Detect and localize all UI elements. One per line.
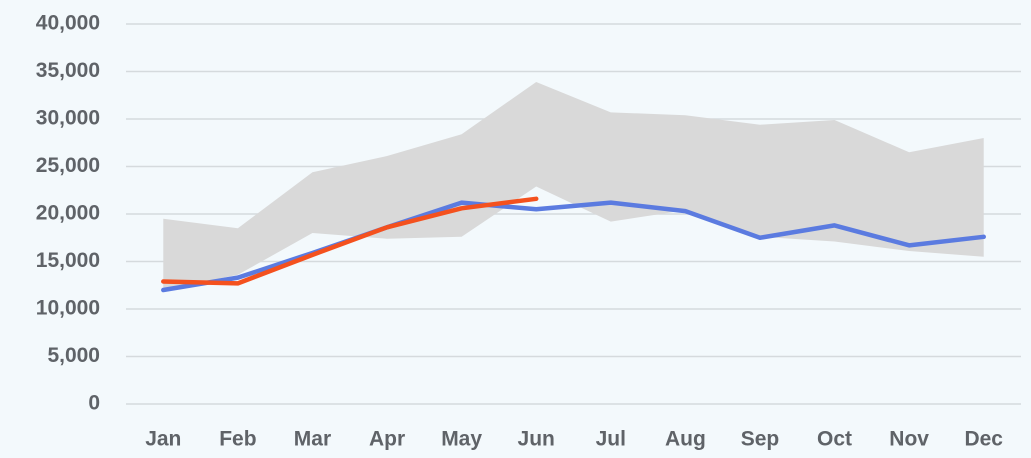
- x-tick-label: Oct: [817, 428, 852, 451]
- x-tick-label: Mar: [294, 428, 331, 451]
- x-tick-label: Dec: [964, 428, 1003, 451]
- y-tick-label: 10,000: [36, 297, 100, 320]
- y-tick-label: 5,000: [47, 344, 100, 367]
- y-tick-label: 15,000: [36, 249, 100, 272]
- y-tick-label: 20,000: [36, 202, 100, 225]
- y-tick-label: 30,000: [36, 107, 100, 130]
- x-tick-label: Sep: [741, 428, 780, 451]
- range-band: [163, 81, 984, 290]
- y-tick-label: 40,000: [36, 12, 100, 35]
- x-tick-label: Jan: [145, 428, 181, 451]
- x-tick-label: Jul: [596, 428, 626, 451]
- x-tick-label: Feb: [219, 428, 256, 451]
- x-tick-label: Apr: [369, 428, 405, 451]
- series-line: [161, 200, 986, 293]
- series-line: [161, 196, 539, 286]
- x-tick-label: Nov: [889, 428, 929, 451]
- x-tick-label: Aug: [665, 428, 706, 451]
- y-tick-label: 0: [88, 392, 100, 415]
- y-tick-label: 25,000: [36, 154, 100, 177]
- x-tick-label: May: [441, 428, 482, 451]
- y-tick-label: 35,000: [36, 59, 100, 82]
- x-tick-label: Jun: [518, 428, 555, 451]
